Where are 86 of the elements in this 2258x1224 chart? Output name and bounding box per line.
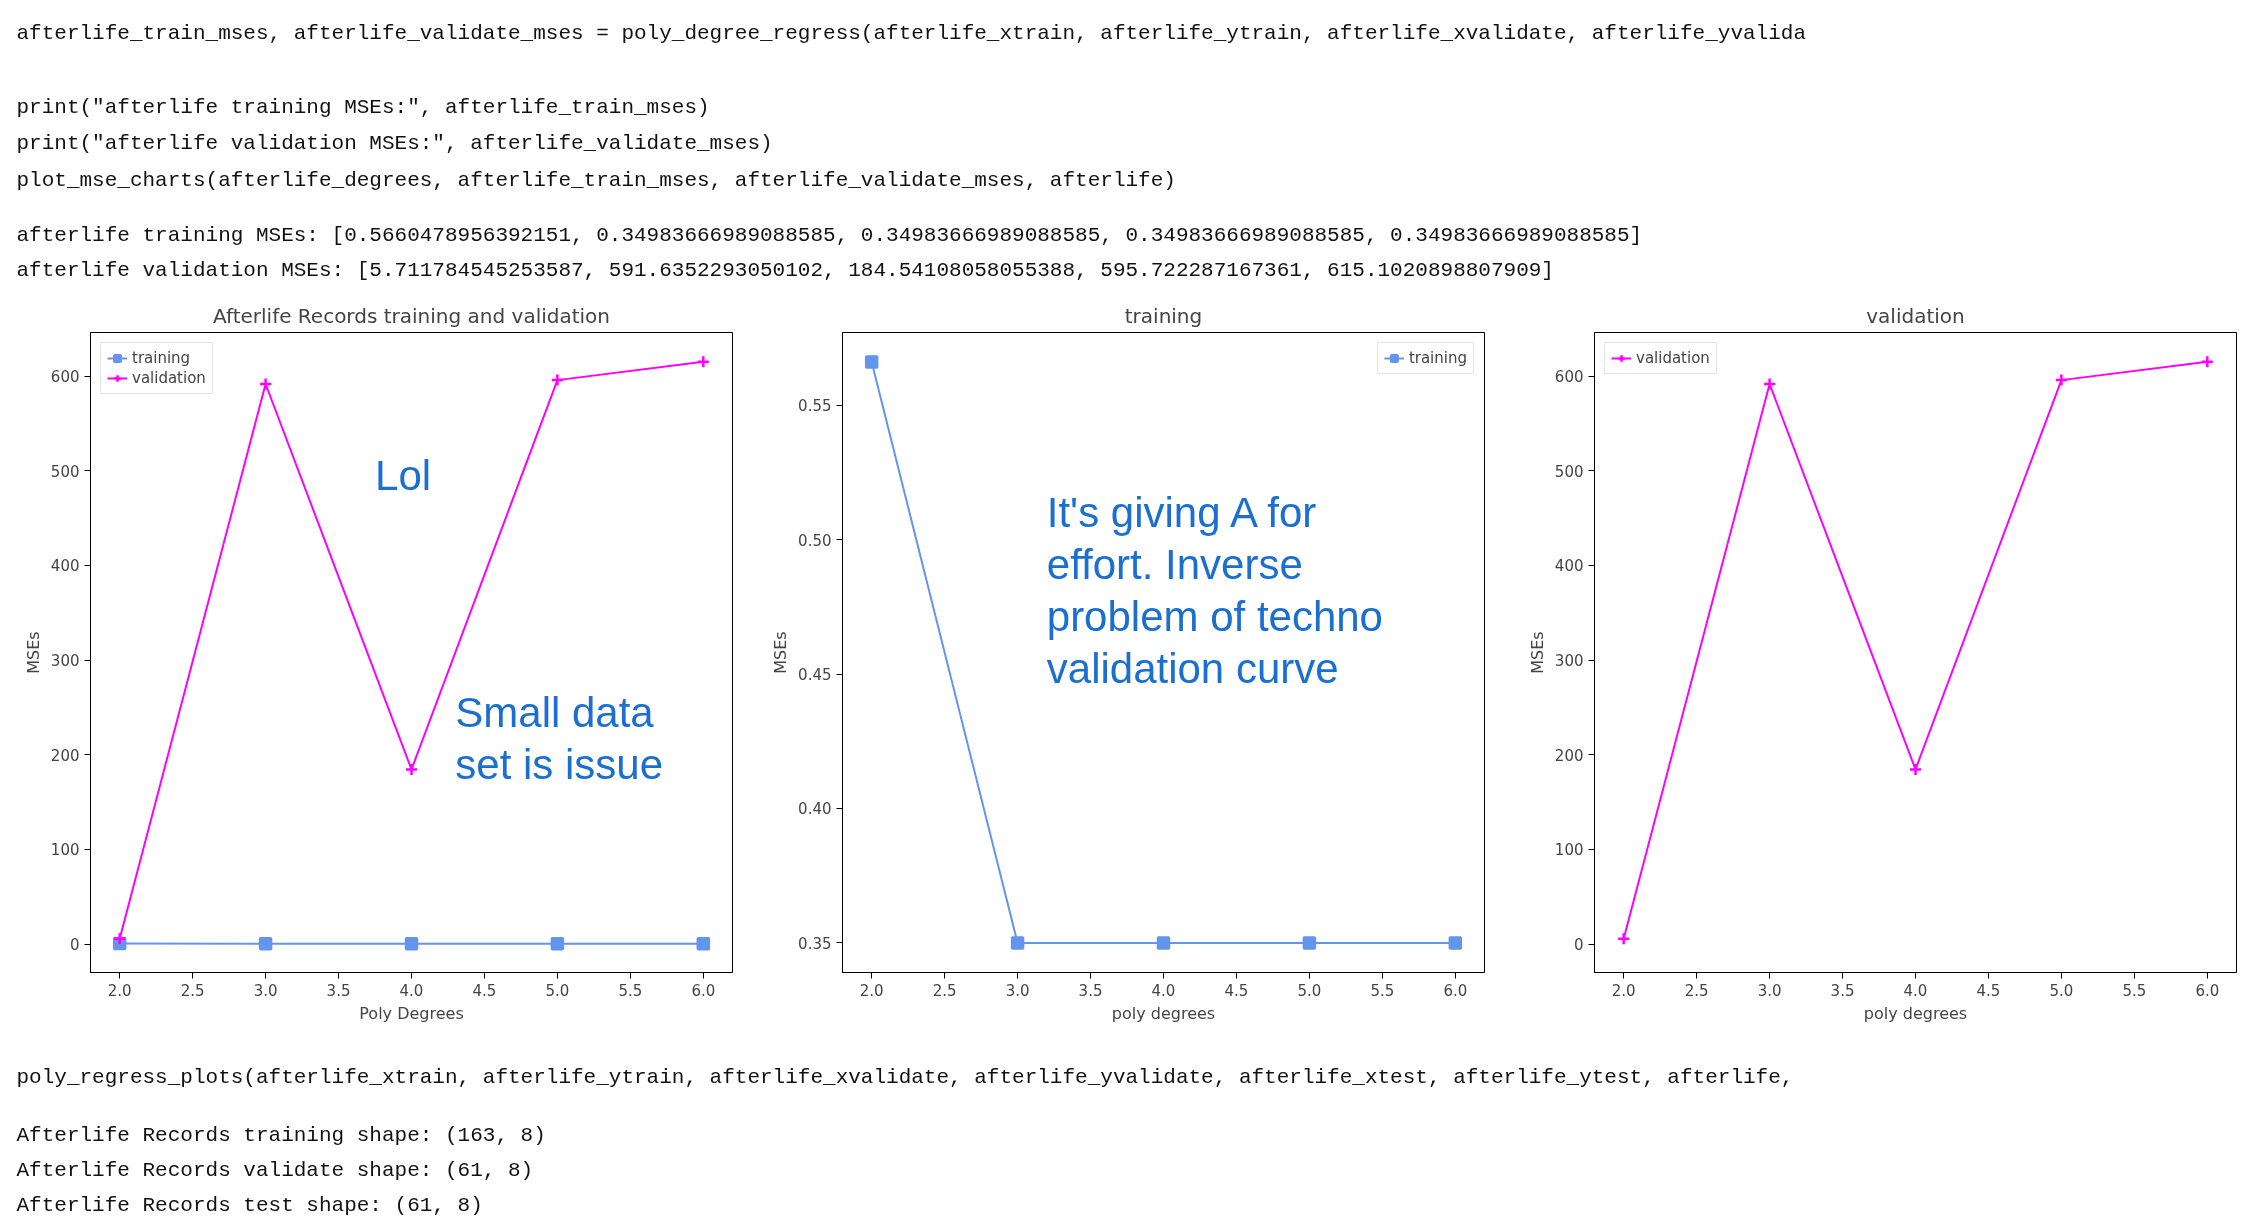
y-tick-label: 0.50 xyxy=(798,531,832,550)
x-tick-label: 2.5 xyxy=(932,981,957,1000)
y-tick-label: 400 xyxy=(1554,557,1584,576)
legend-label: validation xyxy=(1636,349,1710,367)
text: afterlife_train_mses, afterlife_validate_mses = poly_degree_regress(afterlife_xtrain, afterlife_ytrain, afterlife_xvalidate, afterlife_yvalida xyxy=(16,22,1806,45)
annotation: Small data set is issue xyxy=(455,688,664,788)
y-tick-label: 200 xyxy=(50,746,80,765)
x-tick-label: 5.0 xyxy=(2049,981,2074,1000)
y-tick-label: 600 xyxy=(50,368,80,387)
chart-title: Afterlife Records training and validation xyxy=(212,303,611,328)
text: Afterlife Records test shape: (61, 8) xyxy=(16,1194,483,1217)
point xyxy=(696,355,711,369)
x-tick-label: 5.5 xyxy=(1370,981,1395,1000)
y-tick-label: 0 xyxy=(1573,936,1584,955)
x-tick-label: 4.5 xyxy=(472,981,497,1000)
y-tick-label: 400 xyxy=(50,557,80,576)
y-tick-label: 500 xyxy=(50,462,80,481)
x-tick-label: 4.5 xyxy=(1976,981,2001,1000)
point xyxy=(550,373,565,387)
point xyxy=(2200,355,2215,369)
x-tick-label: 2.5 xyxy=(1684,981,1709,1000)
y-tick-label: 300 xyxy=(1554,652,1584,671)
x-tick-label: 6.0 xyxy=(1443,981,1468,1000)
x-tick-label: 3.0 xyxy=(1005,981,1030,1000)
y-tick-label: 0.35 xyxy=(798,934,832,953)
x-tick-label: 3.5 xyxy=(1078,981,1103,1000)
x-tick-label: 4.5 xyxy=(1224,981,1249,1000)
legend-label: training xyxy=(1408,349,1467,367)
y-tick-label: 0 xyxy=(69,936,80,955)
y-tick-label: 100 xyxy=(1554,841,1584,860)
x-tick-label: 5.0 xyxy=(1297,981,1322,1000)
y-tick-label: 200 xyxy=(1554,746,1584,765)
text: poly_regress_plots(afterlife_xtrain, afterlife_ytrain, afterlife_xvalidate, afterlife_yvalidate, afterlife_xtest, afterlife_ytest, afterlife, xyxy=(16,1066,1794,1089)
point xyxy=(1762,377,1777,391)
y-tick-label: 100 xyxy=(50,841,80,860)
legend-label: training xyxy=(132,349,191,367)
x-tick-label: 3.0 xyxy=(1757,981,1782,1000)
chart-title: training xyxy=(1124,303,1203,328)
y-tick-label: 300 xyxy=(50,652,80,671)
text: plot_mse_charts(afterlife_degrees, afterlife_train_mses, afterlife_validate_mses, afterlife) xyxy=(16,169,1176,192)
x-tick-label: 3.5 xyxy=(1830,981,1855,1000)
x-tick-label: 5.5 xyxy=(618,981,643,1000)
x-tick-label: 2.0 xyxy=(859,981,884,1000)
y-tick-label: 0.45 xyxy=(798,666,832,685)
y-axis-title: MSEs xyxy=(1527,631,1547,674)
point xyxy=(696,937,711,951)
text: print("afterlife validation MSEs:", afterlife_validate_mses) xyxy=(16,132,773,155)
x-tick-label: 2.0 xyxy=(1611,981,1636,1000)
x-tick-label: 6.0 xyxy=(2195,981,2220,1000)
x-axis-title: poly degrees xyxy=(1111,1003,1216,1023)
point xyxy=(404,762,419,777)
point xyxy=(1616,931,1631,946)
point xyxy=(2054,373,2069,387)
y-tick-label: 0.55 xyxy=(798,397,832,416)
point xyxy=(258,377,273,391)
text: print("afterlife training MSEs:", afterlife_train_mses) xyxy=(16,96,710,119)
annotation: It's giving A for effort. Inverse problem of techno validation curve xyxy=(1046,489,1383,693)
x-tick-label: 4.0 xyxy=(1903,981,1928,1000)
x-tick-label: 6.0 xyxy=(691,981,716,1000)
text: afterlife validation MSEs: [5.711784545253587, 591.6352293050102, 184.54108058055388, 595.722287167361, 615.1020898807909] xyxy=(16,259,1554,282)
point xyxy=(550,937,565,951)
x-axis-title: poly degrees xyxy=(1863,1003,1968,1023)
y-axis-title: MSEs xyxy=(23,631,43,674)
x-tick-label: 4.0 xyxy=(1151,981,1176,1000)
point xyxy=(258,937,273,951)
x-tick-label: 4.0 xyxy=(399,981,424,1000)
y-tick-label: 600 xyxy=(1554,368,1584,387)
annotation: Lol xyxy=(375,451,432,499)
text: Afterlife Records training shape: (163, 8) xyxy=(16,1124,546,1147)
text: afterlife training MSEs: [0.5660478956392151, 0.34983666989088585, 0.34983666989088585, 0.34983666989088585, 0.34983666989088585] xyxy=(16,224,1643,247)
y-tick-label: 0.40 xyxy=(798,800,832,819)
x-tick-label: 2.0 xyxy=(107,981,132,1000)
legend-label: validation xyxy=(132,369,206,387)
y-axis-title: MSEs xyxy=(771,631,791,674)
point xyxy=(404,937,419,951)
point xyxy=(1908,762,1923,777)
point xyxy=(112,931,127,946)
x-tick-label: 5.5 xyxy=(2122,981,2147,1000)
text: Afterlife Records validate shape: (61, 8) xyxy=(16,1159,534,1182)
x-tick-label: 5.0 xyxy=(545,981,570,1000)
x-axis-title: Poly Degrees xyxy=(359,1003,464,1023)
y-tick-label: 500 xyxy=(1554,462,1584,481)
x-tick-label: 3.5 xyxy=(326,981,351,1000)
chart-title: validation xyxy=(1866,303,1965,328)
x-tick-label: 3.0 xyxy=(253,981,278,1000)
x-tick-label: 2.5 xyxy=(180,981,205,1000)
